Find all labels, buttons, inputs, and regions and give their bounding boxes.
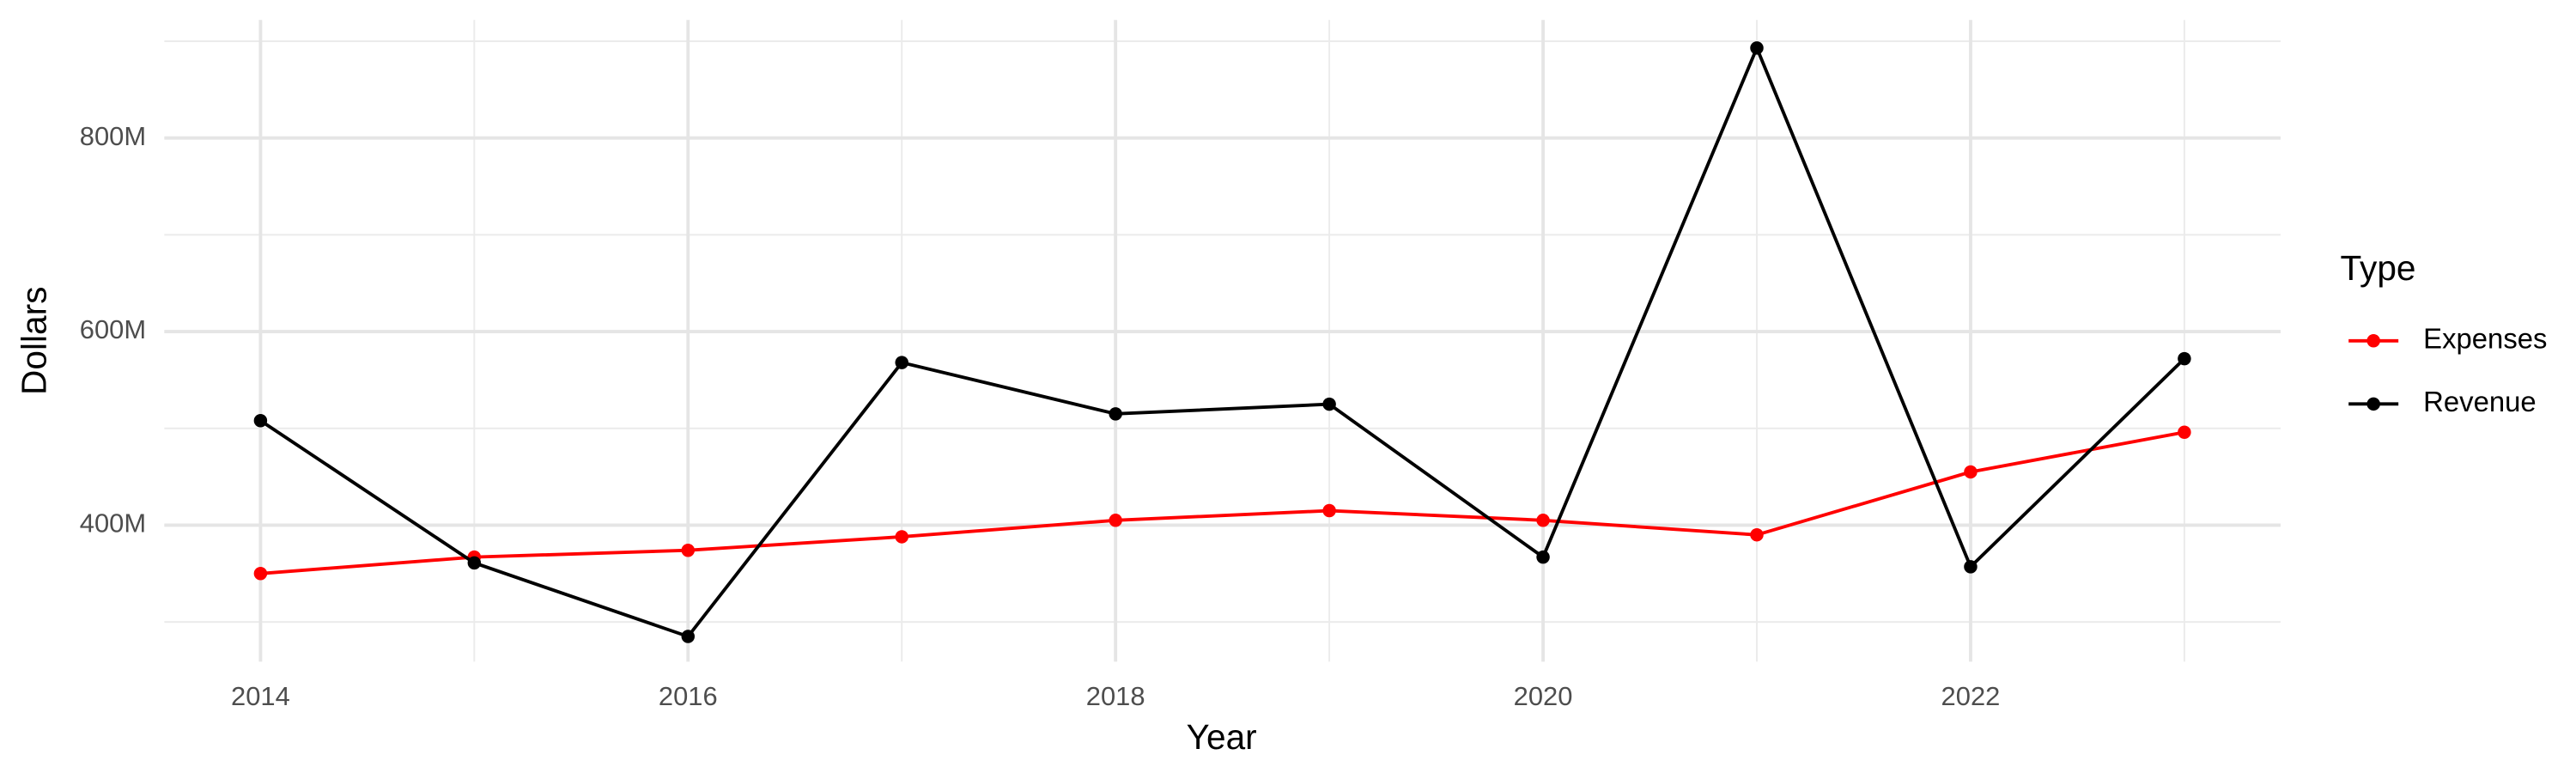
- data-point: [895, 530, 908, 544]
- marks: [253, 41, 2191, 643]
- legend-title: Type: [2341, 248, 2416, 288]
- legend-key-point: [2366, 334, 2380, 348]
- grid: [164, 20, 2281, 662]
- data-point: [1750, 527, 1764, 542]
- series-line: [260, 430, 2185, 575]
- x-tick-label: 2016: [659, 681, 718, 711]
- data-point: [1322, 397, 1336, 411]
- data-point: [1322, 503, 1336, 518]
- data-point: [681, 543, 696, 557]
- data-point: [1109, 514, 1122, 527]
- data-point: [253, 567, 268, 581]
- y-tick-label: 400M: [80, 508, 146, 539]
- y-axis-title: Dollars: [14, 287, 53, 395]
- y-tick-label: 600M: [80, 314, 146, 344]
- data-point: [2178, 351, 2191, 366]
- legend-key-point: [2366, 397, 2380, 411]
- data-point: [681, 630, 696, 643]
- x-tick-label: 2020: [1514, 681, 1573, 711]
- legend-label: Expenses: [2423, 322, 2547, 354]
- data-point: [1536, 550, 1550, 564]
- data-point: [1536, 514, 1550, 527]
- data-point: [1750, 41, 1764, 55]
- x-tick-label: 2018: [1086, 681, 1145, 711]
- data-point: [467, 556, 482, 570]
- data-point: [253, 413, 268, 428]
- y-tick-label: 800M: [80, 121, 146, 151]
- data-point: [895, 356, 908, 369]
- series-line: [259, 43, 2186, 639]
- legend-label: Revenue: [2423, 386, 2537, 417]
- x-axis-title: Year: [1187, 717, 1257, 757]
- data-point: [2178, 425, 2191, 440]
- data-point: [1964, 465, 1978, 479]
- data-point: [1964, 560, 1978, 574]
- data-point: [1109, 407, 1122, 421]
- x-tick-label: 2014: [231, 681, 290, 711]
- x-tick-label: 2022: [1941, 681, 2001, 711]
